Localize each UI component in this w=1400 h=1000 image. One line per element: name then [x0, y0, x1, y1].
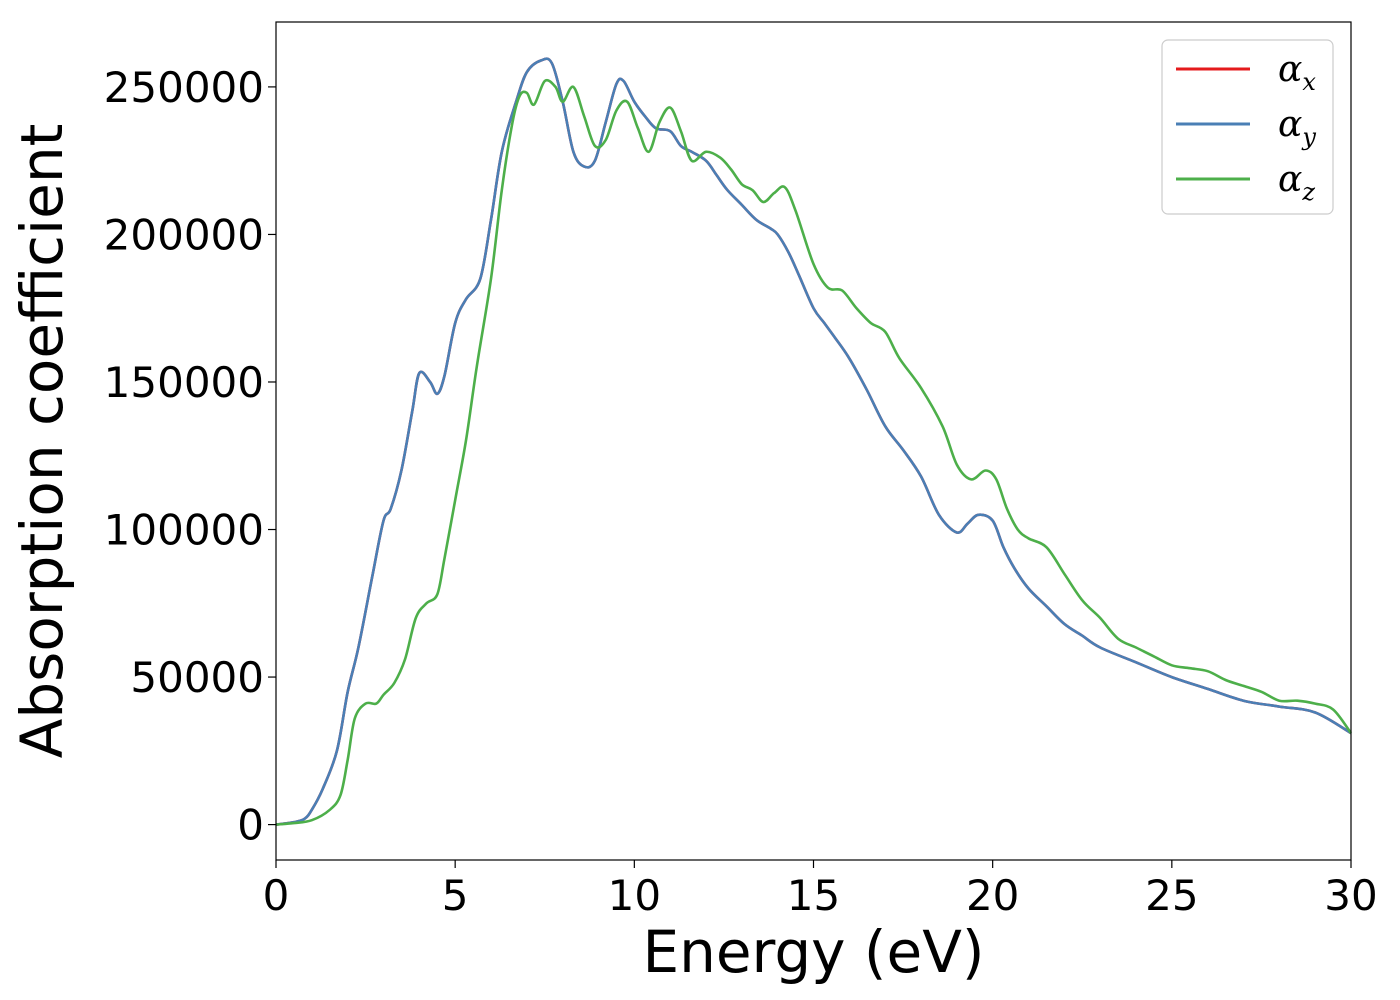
series-layer [275, 57, 1353, 826]
x-tick-label: 25 [1145, 871, 1198, 920]
x-axis: 0 5 10 15 20 25 30 [263, 860, 1378, 920]
x-tick-label: 15 [787, 871, 840, 920]
y-axis: 0 50000 100000 150000 200000 250000 [104, 63, 276, 850]
legend-subscript: x [1302, 68, 1316, 96]
y-tick-label: 0 [237, 801, 264, 850]
x-tick-label: 5 [442, 871, 469, 920]
y-tick-label: 200000 [104, 210, 264, 259]
y-tick-label: 150000 [104, 358, 264, 407]
legend-subscript: z [1301, 178, 1315, 206]
x-axis-label: Energy (eV) [642, 918, 984, 986]
y-tick-label: 100000 [104, 506, 264, 555]
series-line-z [275, 78, 1353, 826]
y-axis-label: Absorption coefficient [8, 124, 76, 759]
x-tick-label: 20 [966, 871, 1019, 920]
x-tick-label: 0 [263, 871, 290, 920]
series-line-y [275, 57, 1352, 826]
legend-subscript: y [1301, 123, 1316, 151]
x-tick-label: 10 [608, 871, 661, 920]
y-tick-label: 50000 [130, 653, 264, 702]
legend-box [1161, 39, 1334, 215]
x-tick-label: 30 [1324, 871, 1377, 920]
y-tick-label: 250000 [104, 63, 264, 112]
